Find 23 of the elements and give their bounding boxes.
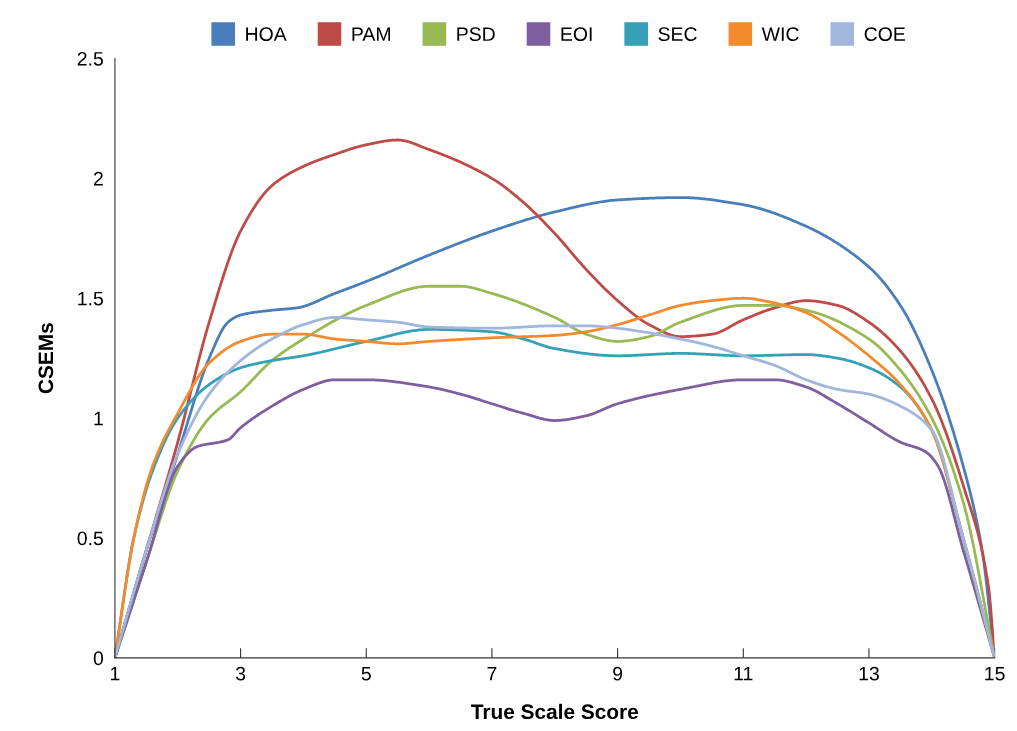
x-tick-label: 15 <box>985 666 1005 681</box>
y-tick-label: 0 <box>93 651 104 666</box>
legend-label: SEC <box>658 27 697 42</box>
x-tick-label: 11 <box>734 666 753 681</box>
x-tick-label: 13 <box>859 666 879 681</box>
legend-label: WIC <box>761 27 799 42</box>
y-tick-label: 2.5 <box>77 51 103 66</box>
legend-label: EOI <box>561 27 592 42</box>
legend-label: PSD <box>457 27 495 42</box>
y-tick-label: 1.5 <box>78 291 103 306</box>
legend-label: HOA <box>246 27 287 42</box>
x-tick-label: 3 <box>235 666 246 681</box>
y-axis-title: CSEMs <box>38 323 54 394</box>
x-tick-label: 1 <box>111 666 120 681</box>
legend-label: PAM <box>352 27 390 41</box>
x-tick-label: 5 <box>361 666 371 681</box>
x-tick-label: 9 <box>613 666 623 681</box>
y-tick-label: 1 <box>94 411 103 426</box>
legend-label: COE <box>864 27 905 42</box>
x-tick-label: 7 <box>487 666 497 681</box>
x-axis-title: True Scale Score <box>471 703 639 720</box>
y-tick-label: 2 <box>93 171 103 186</box>
y-tick-label: 0.5 <box>77 531 103 546</box>
